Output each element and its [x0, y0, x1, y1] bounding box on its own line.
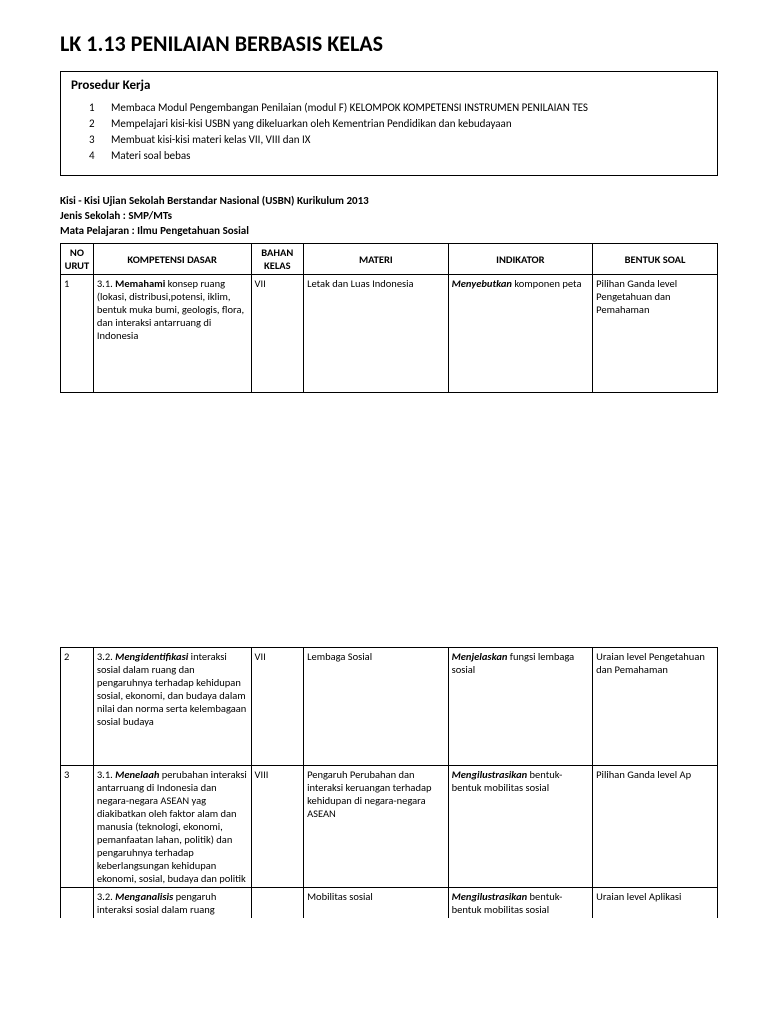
- table-row: 3.2. Menganalisis pengaruh interaksi sos…: [61, 888, 718, 919]
- cell-indikator: Mengilustrasikan bentuk-bentuk mobilitas…: [448, 888, 593, 919]
- prosedur-item-number: 3: [89, 133, 111, 149]
- prosedur-item-text: Membaca Modul Pengembangan Penilaian (mo…: [111, 101, 588, 117]
- prosedur-heading: Prosedur Kerja: [71, 78, 707, 93]
- prosedur-item: 2Mempelajari kisi-kisi USBN yang dikelua…: [89, 117, 588, 133]
- cell-kompetensi-dasar: 3.2. Menganalisis pengaruh interaksi sos…: [93, 888, 251, 919]
- th-ind: INDIKATOR: [448, 244, 593, 275]
- prosedur-item-number: 4: [89, 149, 111, 165]
- cell-bentuk-soal: Uraian level Aplikasi: [593, 888, 718, 919]
- meta-line-1: Kisi - Kisi Ujian Sekolah Berstandar Nas…: [60, 194, 718, 207]
- th-kd: KOMPETENSI DASAR: [93, 244, 251, 275]
- table-row: 13.1. Memahami konsep ruang (lokasi, dis…: [61, 275, 718, 393]
- cell-bentuk-soal: Pilihan Ganda level Pengetahuan dan Pema…: [593, 275, 718, 393]
- prosedur-item-text: Mempelajari kisi-kisi USBN yang dikeluar…: [111, 117, 588, 133]
- th-mat: MATERI: [304, 244, 449, 275]
- cell-indikator: Menjelaskan fungsi lembaga sosial: [448, 648, 593, 766]
- th-no: NO URUT: [61, 244, 94, 275]
- cell-kompetensi-dasar: 3.1. Menelaah perubahan interaksi antarr…: [93, 766, 251, 888]
- cell-materi: Letak dan Luas Indonesia: [304, 275, 449, 393]
- page-title: LK 1.13 PENILAIAN BERBASIS KELAS: [60, 30, 718, 57]
- cell-bahan-kelas: VII: [251, 275, 304, 393]
- prosedur-item: 1Membaca Modul Pengembangan Penilaian (m…: [89, 101, 588, 117]
- cell-materi: Lembaga Sosial: [304, 648, 449, 766]
- table-header-row: NO URUT KOMPETENSI DASAR BAHAN KELAS MAT…: [61, 244, 718, 275]
- th-bk: BAHAN KELAS: [251, 244, 304, 275]
- prosedur-item-number: 2: [89, 117, 111, 133]
- cell-bahan-kelas: VII: [251, 648, 304, 766]
- prosedur-item-text: Membuat kisi-kisi materi kelas VII, VIII…: [111, 133, 588, 149]
- meta-line-3: Mata Pelajaran : Ilmu Pengetahuan Sosial: [60, 224, 718, 237]
- prosedur-box: Prosedur Kerja 1Membaca Modul Pengembang…: [60, 71, 718, 176]
- cell-kompetensi-dasar: 3.1. Memahami konsep ruang (lokasi, dist…: [93, 275, 251, 393]
- meta-block: Kisi - Kisi Ujian Sekolah Berstandar Nas…: [60, 194, 718, 237]
- cell-no: [61, 888, 94, 919]
- th-bs: BENTUK SOAL: [593, 244, 718, 275]
- cell-bahan-kelas: [251, 888, 304, 919]
- cell-materi: Mobilitas sosial: [304, 888, 449, 919]
- cell-kompetensi-dasar: 3.2. Mengidentifikasi interaksi sosial d…: [93, 648, 251, 766]
- cell-no: 1: [61, 275, 94, 393]
- table-gap-row: [61, 393, 718, 648]
- prosedur-item: 3Membuat kisi-kisi materi kelas VII, VII…: [89, 133, 588, 149]
- meta-line-2: Jenis Sekolah : SMP/MTs: [60, 209, 718, 222]
- prosedur-item: 4Materi soal bebas: [89, 149, 588, 165]
- cell-materi: Pengaruh Perubahan dan interaksi keruang…: [304, 766, 449, 888]
- cell-indikator: Mengilustrasikan bentuk-bentuk mobilitas…: [448, 766, 593, 888]
- table-row: 33.1. Menelaah perubahan interaksi antar…: [61, 766, 718, 888]
- kisi-table: NO URUT KOMPETENSI DASAR BAHAN KELAS MAT…: [60, 243, 718, 918]
- cell-indikator: Menyebutkan komponen peta: [448, 275, 593, 393]
- cell-no: 2: [61, 648, 94, 766]
- prosedur-list: 1Membaca Modul Pengembangan Penilaian (m…: [89, 101, 588, 165]
- cell-no: 3: [61, 766, 94, 888]
- prosedur-item-text: Materi soal bebas: [111, 149, 588, 165]
- cell-bahan-kelas: VIII: [251, 766, 304, 888]
- cell-bentuk-soal: Pilihan Ganda level Ap: [593, 766, 718, 888]
- table-row: 23.2. Mengidentifikasi interaksi sosial …: [61, 648, 718, 766]
- cell-bentuk-soal: Uraian level Pengetahuan dan Pemahaman: [593, 648, 718, 766]
- prosedur-item-number: 1: [89, 101, 111, 117]
